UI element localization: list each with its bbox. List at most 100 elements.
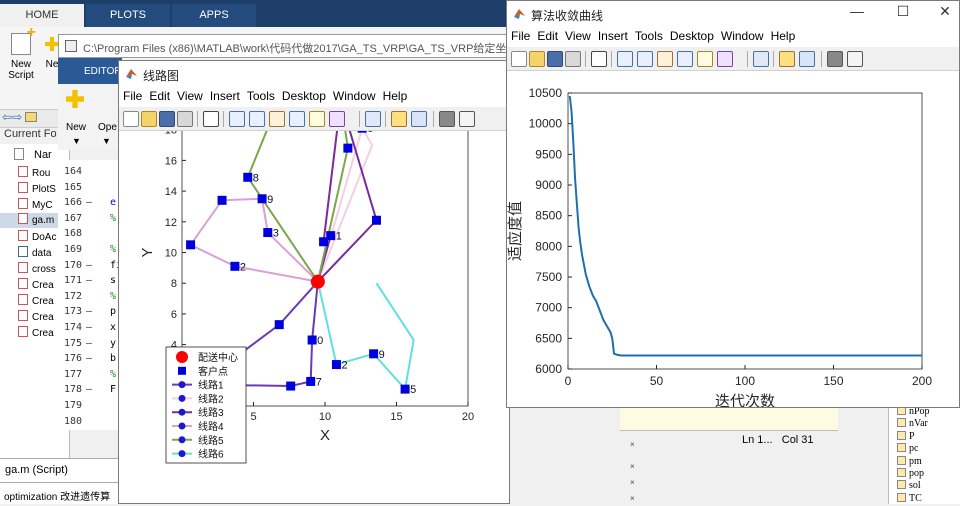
pointer-icon[interactable]: [203, 111, 219, 127]
maximize-icon[interactable]: ☐: [896, 3, 910, 19]
colorbar-icon[interactable]: [779, 51, 795, 67]
folder-item[interactable]: PlotS: [18, 182, 56, 195]
menu-desktop[interactable]: Desktop: [281, 89, 326, 103]
hide-tools-icon[interactable]: [439, 111, 455, 127]
folder-up-icon[interactable]: [25, 112, 38, 122]
print-icon[interactable]: [565, 51, 581, 67]
menu-help[interactable]: Help: [770, 29, 796, 43]
menu-file[interactable]: File: [123, 89, 143, 103]
code-line[interactable]: %: [110, 368, 117, 380]
zoom-out-icon[interactable]: [637, 51, 653, 67]
pan-icon[interactable]: [657, 51, 673, 67]
folder-header[interactable]: Nar: [14, 148, 52, 161]
menu-window[interactable]: Window: [332, 89, 376, 103]
breakpoint-marker[interactable]: —: [86, 337, 93, 349]
code-line[interactable]: e: [110, 197, 117, 209]
code-line[interactable]: F: [110, 384, 117, 396]
code-line[interactable]: %: [110, 212, 117, 224]
workspace-variable[interactable]: TC: [897, 492, 922, 504]
new-figure-icon[interactable]: [123, 111, 139, 127]
code-line[interactable]: p: [110, 306, 117, 318]
menu-insert[interactable]: Insert: [597, 29, 628, 43]
folder-item[interactable]: DoAc: [18, 230, 56, 243]
pan-icon[interactable]: [269, 111, 285, 127]
menu-view[interactable]: View: [177, 89, 203, 103]
show-tools-icon[interactable]: [459, 111, 475, 127]
workspace-variable[interactable]: pop: [897, 468, 924, 479]
rotate-icon[interactable]: [677, 51, 693, 67]
close-icon[interactable]: ✕: [939, 3, 951, 19]
breakpoint-marker[interactable]: —: [86, 353, 93, 365]
back-arrow-icon[interactable]: ⇦: [2, 110, 13, 124]
brush-icon[interactable]: [329, 111, 345, 127]
code-line[interactable]: s: [110, 275, 117, 287]
tab-apps[interactable]: APPS: [172, 4, 256, 27]
breakpoint-marker[interactable]: —: [86, 322, 93, 333]
chevron-down-icon[interactable]: ▼: [72, 136, 81, 146]
workspace-variable[interactable]: pc: [897, 443, 918, 454]
editor-tab[interactable]: EDITOR: [58, 58, 122, 84]
print-icon[interactable]: [177, 111, 193, 127]
pointer-icon[interactable]: [591, 51, 607, 67]
folder-item[interactable]: cross: [18, 262, 56, 275]
save-icon[interactable]: [547, 51, 563, 67]
menu-file[interactable]: File: [511, 29, 531, 43]
code-line[interactable]: y: [110, 337, 117, 349]
code-line[interactable]: b: [110, 353, 117, 365]
new-figure-icon[interactable]: [511, 51, 527, 67]
legend-box[interactable]: [165, 346, 247, 464]
code-line[interactable]: %: [110, 290, 117, 302]
colorbar-icon[interactable]: [391, 111, 407, 127]
folder-item[interactable]: Crea: [18, 326, 54, 339]
editor-open-button[interactable]: Ope: [98, 122, 117, 133]
breakpoint-marker[interactable]: —: [86, 275, 93, 287]
menu-window[interactable]: Window: [720, 29, 764, 43]
workspace-variable[interactable]: P: [897, 430, 915, 442]
minimize-icon[interactable]: —: [850, 3, 864, 19]
editor-code-area[interactable]: 164 165 166— e 167% 168 169% 170— fi 171— s 172% 173…: [58, 160, 123, 430]
new-button[interactable]: Ne: [42, 33, 62, 70]
rotate-icon[interactable]: [289, 111, 305, 127]
menu-help[interactable]: Help: [382, 89, 408, 103]
link-icon[interactable]: [365, 111, 381, 127]
link-icon[interactable]: [753, 51, 769, 67]
chevron-down-icon[interactable]: ▼: [102, 136, 111, 146]
folder-item[interactable]: Crea: [18, 294, 54, 307]
legend-icon[interactable]: [799, 51, 815, 67]
zoom-out-icon[interactable]: [249, 111, 265, 127]
menu-desktop[interactable]: Desktop: [669, 29, 714, 43]
workspace-variable[interactable]: nVar: [897, 418, 928, 429]
menu-tools[interactable]: Tools: [634, 29, 663, 43]
breakpoint-marker[interactable]: —: [86, 197, 93, 209]
close-icon[interactable]: ×: [630, 494, 635, 503]
workspace-variable[interactable]: pm: [897, 455, 922, 467]
workspace-variable[interactable]: sol: [897, 480, 921, 491]
command-window-text[interactable]: optimization 改进遗传算: [0, 482, 120, 504]
folder-item[interactable]: data: [18, 246, 51, 259]
folder-item[interactable]: Crea: [18, 278, 54, 291]
code-line[interactable]: fi: [110, 259, 123, 271]
new-script-button[interactable]: New Script: [6, 27, 36, 81]
code-line[interactable]: %: [110, 244, 117, 255]
zoom-in-icon[interactable]: [617, 51, 633, 67]
hide-tools-icon[interactable]: [827, 51, 843, 67]
brush-icon[interactable]: [717, 51, 733, 67]
folder-item-selected[interactable]: ga.m: [0, 213, 70, 228]
menu-insert[interactable]: Insert: [209, 89, 240, 103]
breakpoint-marker[interactable]: —: [86, 306, 93, 318]
data-cursor-icon[interactable]: [697, 51, 713, 67]
save-icon[interactable]: [159, 111, 175, 127]
menu-edit[interactable]: Edit: [537, 29, 559, 43]
zoom-in-icon[interactable]: [229, 111, 245, 127]
close-icon[interactable]: ×: [630, 478, 635, 487]
forward-arrow-icon[interactable]: ⇨: [12, 110, 23, 124]
breakpoint-marker[interactable]: —: [86, 384, 93, 396]
editor-new-button[interactable]: New: [66, 122, 87, 133]
open-icon[interactable]: [141, 111, 157, 127]
close-icon[interactable]: ×: [630, 440, 635, 449]
breakpoint-marker[interactable]: —: [86, 259, 93, 271]
menu-edit[interactable]: Edit: [149, 89, 171, 103]
tab-plots[interactable]: PLOTS: [86, 4, 170, 27]
menu-view[interactable]: View: [565, 29, 591, 43]
folder-item[interactable]: Crea: [18, 310, 54, 323]
